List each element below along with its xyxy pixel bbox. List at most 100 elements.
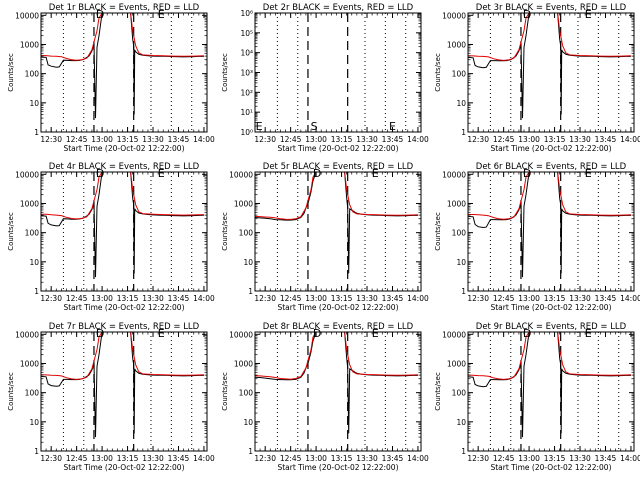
panel-title: Det 1r BLACK = Events, RED = LLD	[49, 3, 200, 13]
y-tick-label: 1000	[234, 359, 253, 368]
x-tick-label: 13:30	[356, 454, 378, 463]
x-tick-label: 14:00	[407, 294, 429, 303]
series-events-line	[468, 172, 631, 278]
panel-det1: 1 10 100 1000 10000 12:30 12:45 13:00 13:15 13:30…	[7, 3, 215, 153]
panel-det2: 10⁰ 10¹ 10² 10³ 10⁴ 10⁵ 10⁶ 12:30 12:45 13:00 13:1…	[221, 3, 429, 153]
panel-det3: 1 10 100 1000 10000 12:30 12:45 13:00 13:15 13:30…	[434, 3, 640, 153]
event-marker-label: E	[158, 327, 165, 340]
x-tick-label: 13:15	[331, 454, 353, 463]
x-tick-label: 13:30	[142, 135, 164, 144]
panel-title: Det 6r BLACK = Events, RED = LLD	[476, 162, 627, 172]
x-tick-label: 12:30	[254, 135, 276, 144]
event-marker-label: E	[158, 167, 165, 180]
y-tick-label: 10¹	[240, 108, 253, 117]
y-tick-label: 1000	[20, 359, 39, 368]
y-tick-label: 100	[452, 229, 467, 238]
y-tick-label: 10	[243, 418, 253, 427]
x-tick-label: 12:30	[40, 294, 62, 303]
series-lld-line	[468, 332, 631, 380]
y-tick-label: 1000	[447, 199, 466, 208]
y-tick-label: 100	[25, 389, 40, 398]
y-tick-label: 1	[461, 128, 466, 137]
panel-title: Det 8r BLACK = Events, RED = LLD	[263, 322, 414, 332]
x-tick-label: 13:45	[382, 135, 404, 144]
x-tick-label: 13:15	[331, 135, 353, 144]
panel-data	[41, 172, 204, 278]
y-tick-label: 10	[29, 258, 39, 267]
panel-det7: 1 10 100 1000 10000 12:30 12:45 13:00 13:15 13:30…	[7, 322, 215, 472]
y-tick-label: 10³	[240, 69, 253, 78]
x-tick-label: 13:00	[91, 135, 113, 144]
x-tick-label: 14:00	[620, 135, 640, 144]
event-marker-label: E	[585, 327, 592, 340]
x-tick-label: 13:30	[142, 454, 164, 463]
x-axis-label: Start Time (20-Oct-02 12:22:00)	[277, 303, 398, 312]
x-tick-label: 12:30	[40, 454, 62, 463]
y-axis-label: Counts/sec	[434, 212, 442, 251]
x-tick-label: 12:30	[254, 454, 276, 463]
panel-title: Det 4r BLACK = Events, RED = LLD	[49, 162, 200, 172]
x-tick-label: 13:00	[518, 454, 540, 463]
x-axis-label: Start Time (20-Oct-02 12:22:00)	[63, 303, 184, 312]
panel-data	[41, 13, 204, 119]
x-tick-label: 14:00	[407, 454, 429, 463]
y-tick-label: 1	[34, 128, 39, 137]
x-tick-label: 13:45	[168, 454, 190, 463]
x-tick-label: 13:15	[331, 294, 353, 303]
x-tick-label: 12:30	[40, 135, 62, 144]
x-tick-label: 13:15	[544, 294, 566, 303]
x-tick-label: 13:45	[382, 294, 404, 303]
panel-det4: 1 10 100 1000 10000 12:30 12:45 13:00 13:15 13:30…	[7, 162, 215, 312]
x-tick-label: 13:45	[168, 294, 190, 303]
plot-frame	[40, 331, 208, 452]
x-tick-label: 13:30	[569, 454, 591, 463]
plot-frame	[467, 331, 635, 452]
event-marker-label: D	[523, 327, 531, 340]
x-tick-label: 12:45	[493, 454, 515, 463]
x-tick-label: 12:30	[467, 454, 489, 463]
x-tick-label: 13:00	[518, 135, 540, 144]
plot-frame	[40, 171, 208, 292]
event-marker-label: E	[158, 8, 165, 21]
x-tick-label: 14:00	[407, 135, 429, 144]
series-events-line	[255, 172, 418, 274]
x-tick-label: 13:30	[356, 294, 378, 303]
x-tick-label: 12:45	[66, 135, 88, 144]
x-tick-label: 13:00	[305, 294, 327, 303]
series-events-line	[41, 13, 204, 119]
y-tick-label: 1000	[20, 40, 39, 49]
panel-title: Det 9r BLACK = Events, RED = LLD	[476, 322, 627, 332]
x-tick-label: 13:15	[544, 135, 566, 144]
y-tick-label: 100	[452, 389, 467, 398]
x-tick-label: 13:30	[569, 294, 591, 303]
plot-frame	[254, 331, 422, 452]
y-tick-label: 10⁴	[240, 49, 253, 58]
event-marker-label: D	[96, 8, 104, 21]
y-tick-label: 10⁵	[240, 29, 253, 38]
x-tick-label: 13:15	[117, 454, 139, 463]
y-tick-label: 10	[456, 99, 466, 108]
x-tick-label: 14:00	[193, 454, 215, 463]
y-tick-label: 100	[452, 70, 467, 79]
event-marker-label: D	[523, 167, 531, 180]
y-axis-label: Counts/sec	[7, 212, 15, 251]
x-tick-label: 13:45	[168, 135, 190, 144]
y-tick-label: 10000	[229, 170, 253, 179]
x-tick-label: 12:45	[493, 135, 515, 144]
y-tick-label: 1	[34, 287, 39, 296]
series-events-line	[41, 332, 204, 438]
event-marker-label: D	[96, 167, 104, 180]
panel-data	[255, 332, 418, 434]
y-tick-label: 1	[34, 447, 39, 456]
event-marker-label: D	[523, 8, 531, 21]
event-marker-label: E	[389, 120, 396, 133]
event-marker-label: E	[372, 167, 379, 180]
event-marker-label: D	[313, 167, 321, 180]
event-marker-label: E	[585, 8, 592, 21]
panel-det5: 1 10 100 1000 10000 12:30 12:45 13:00 13:15 13:30…	[221, 162, 429, 312]
x-tick-label: 13:45	[595, 294, 617, 303]
panel-title: Det 2r BLACK = Events, RED = LLD	[263, 3, 414, 13]
y-tick-label: 1000	[234, 199, 253, 208]
x-tick-label: 13:15	[117, 135, 139, 144]
